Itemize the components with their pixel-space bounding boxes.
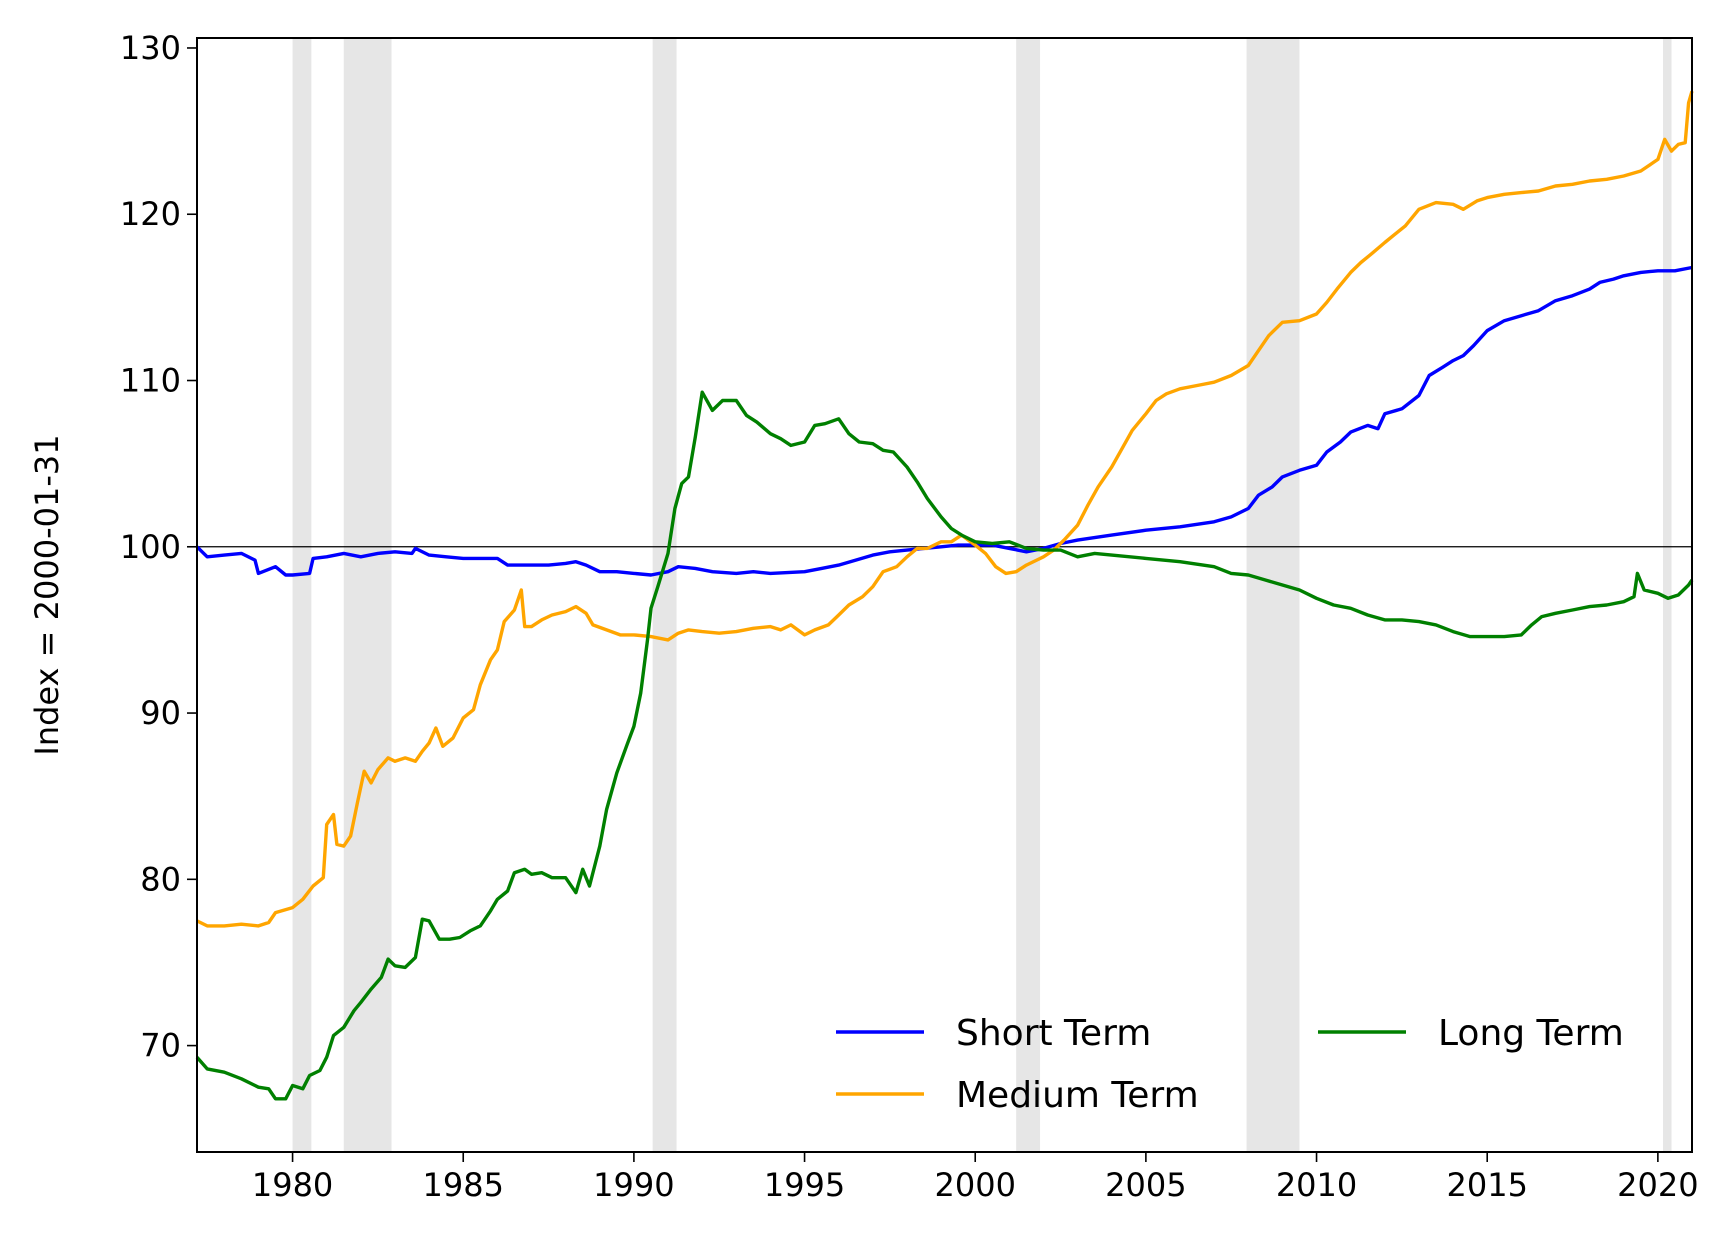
recession-band-2 [652,38,677,1152]
series-line-long-term [195,390,1694,1101]
y-tick-label: 110 [120,362,181,400]
x-tick-label: 1990 [593,1166,674,1204]
legend: Short Term Medium Term Long Term [836,1013,1624,1116]
y-axis: 70 80 90 100 110 120 130 [120,29,197,1065]
x-tick-label: 2010 [1276,1166,1357,1204]
x-tick-label: 1980 [252,1166,333,1204]
recession-band-5 [1662,38,1672,1152]
recession-band-4 [1246,38,1300,1152]
y-tick-label: 120 [120,195,181,233]
x-tick-label: 2020 [1617,1166,1698,1204]
x-tick-label: 2005 [1105,1166,1186,1204]
y-axis-label: Index = 2000-01-31 [28,434,66,755]
recession-band-3 [1016,38,1041,1152]
legend-label: Medium Term [956,1075,1199,1116]
plot-frame [196,37,1693,1153]
x-tick-label: 2000 [935,1166,1016,1204]
y-tick-label: 130 [120,29,181,67]
y-tick-label: 90 [140,694,181,732]
y-tick-label: 100 [120,528,181,566]
legend-label: Long Term [1438,1013,1624,1054]
y-tick-label: 70 [140,1027,181,1065]
x-tick-label: 1995 [764,1166,845,1204]
recession-shading [292,38,1672,1152]
x-tick-label: 1985 [423,1166,504,1204]
recession-band-0 [292,38,312,1152]
recession-band-1 [343,38,392,1152]
series-line-medium-term [196,90,1694,928]
legend-label: Short Term [956,1013,1151,1054]
series-line-short-term [195,265,1693,577]
y-tick-label: 80 [140,860,181,898]
x-axis: 1980 1985 1990 1995 2000 2005 2010 2015 2020 [252,1152,1699,1204]
series-lines [195,90,1694,1101]
x-tick-label: 2015 [1446,1166,1527,1204]
